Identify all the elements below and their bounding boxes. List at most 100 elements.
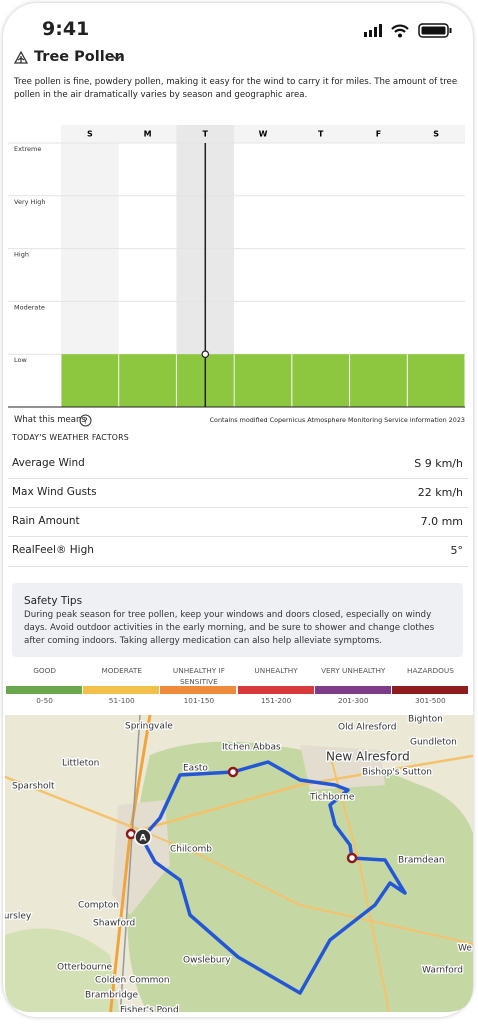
bar [292, 354, 350, 407]
status-icons [364, 23, 452, 38]
waypoint [125, 828, 137, 840]
aqi-range: 51-100 [108, 696, 135, 705]
aqi-label: VERY UNHEALTHY [321, 666, 386, 675]
place-label: Gundleton [410, 738, 457, 748]
place-label: Warnford [422, 966, 463, 976]
place-label: Bramdean [398, 856, 445, 866]
svg-text:?: ? [83, 417, 87, 426]
y-tick-label: Low [14, 356, 27, 364]
attribution: Contains modified Copernicus Atmosphere … [209, 416, 465, 424]
start-marker [134, 828, 152, 846]
weather-heading: TODAY'S WEATHER FACTORS [12, 433, 129, 442]
place-label: Otterbourne [57, 963, 113, 973]
factor-label: RealFeel® High [12, 544, 94, 556]
aqi-range: 101-150 [183, 696, 215, 705]
place-label: Easto [183, 764, 208, 774]
road [329, 754, 391, 1012]
pollen-chart: Low Moderate High Very High Extreme S M T W T F S [8, 125, 465, 408]
aqi-color [6, 686, 83, 694]
place-label: Tichborne [309, 793, 355, 803]
start-marker-label: A [140, 834, 147, 844]
woodland [127, 741, 473, 1012]
factor-label: Max Wind Gusts [12, 486, 97, 498]
place-label: Owslebury [183, 956, 231, 966]
town [300, 745, 385, 790]
factor-value: 5° [450, 544, 464, 557]
aqi-color [83, 686, 160, 694]
safety-tips-box [12, 583, 463, 657]
aqi-label: UNHEALTHY IF SENSITIVE [172, 666, 225, 686]
y-tick-label: Very High [14, 198, 45, 206]
divider [8, 478, 468, 479]
place-label: Hursley [0, 912, 32, 922]
y-tick-label: Extreme [14, 145, 41, 153]
x-tick-label: S [87, 130, 93, 139]
aqi-color [314, 686, 391, 694]
place-label: Brambridge [85, 991, 138, 1001]
woodland [5, 928, 120, 1012]
aqi-label: MODERATE [101, 666, 142, 675]
factor-value: S 9 km/h [414, 457, 463, 470]
map[interactable]: Springvale Old Alresford Bighton Littleton I… [0, 715, 478, 1017]
town [112, 800, 170, 915]
aqi-range: 0-50 [36, 696, 53, 705]
aqi-color [237, 686, 314, 694]
x-tick-label: F [376, 130, 381, 139]
factor-label: Average Wind [12, 457, 85, 469]
safety-tips-body: During peak season for tree pollen, keep… [24, 610, 435, 646]
road [119, 715, 141, 1012]
place-label: Itchen Abbas [222, 743, 281, 753]
description: Tree pollen is fine, powdery pollen, mak… [14, 77, 458, 100]
factor-label: Rain Amount [12, 515, 80, 527]
place-label: Colden Common [95, 976, 170, 986]
place-label: Old Alresford [338, 723, 396, 733]
x-tick-label: T [203, 130, 209, 139]
map-layer: Springvale Old Alresford Bighton Littleton I… [0, 715, 473, 1016]
factor-value: 22 km/h [417, 486, 463, 499]
y-tick-label: High [14, 251, 29, 259]
x-tick-label: S [433, 130, 439, 139]
aqi-range: 301-500 [415, 696, 446, 705]
bar [407, 354, 465, 407]
page-title[interactable]: Tree Pollen [34, 49, 125, 65]
bar [61, 354, 119, 407]
place-label: Bighton [408, 715, 443, 725]
place-label: Springvale [125, 722, 173, 732]
help-icon[interactable]: ? [79, 414, 92, 427]
place-label: Chilcomb [170, 845, 212, 855]
place-label: Shawford [93, 919, 135, 929]
x-tick-label: T [318, 130, 324, 139]
place-label: Littleton [62, 759, 99, 769]
y-tick-label: Moderate [14, 303, 45, 311]
aqi-label: HAZARDOUS [406, 666, 454, 675]
title-chevron[interactable] [111, 53, 123, 63]
x-tick-label: W [259, 130, 268, 139]
place-label: Bishop's Sutton [362, 768, 432, 778]
bar [350, 354, 407, 407]
factor-value: 7.0 mm [420, 515, 463, 528]
waypoint [227, 766, 239, 778]
aqi-range: 201-300 [337, 696, 369, 705]
today-dot [201, 350, 210, 359]
x-tick-label: M [144, 130, 152, 139]
aqi-color [391, 686, 468, 694]
place-label: Compton [78, 901, 119, 911]
divider [8, 507, 468, 508]
aqi-label: GOOD [33, 666, 56, 675]
aqi-label: UNHEALTHY [254, 666, 298, 675]
what-this-means-link[interactable]: What this means [14, 415, 86, 425]
aqi-color [160, 686, 237, 694]
status-time: 9:41 [42, 18, 90, 40]
road [139, 829, 473, 946]
road [5, 753, 473, 832]
header-band [61, 125, 465, 143]
waypoint [346, 852, 358, 864]
divider [8, 566, 468, 567]
bar [234, 354, 292, 407]
place-label: Fisher's Pond [120, 1006, 179, 1016]
pollen-icon [14, 51, 28, 64]
place-label: We [458, 944, 472, 954]
place-label: New Alresford [326, 750, 410, 764]
divider [8, 536, 468, 537]
